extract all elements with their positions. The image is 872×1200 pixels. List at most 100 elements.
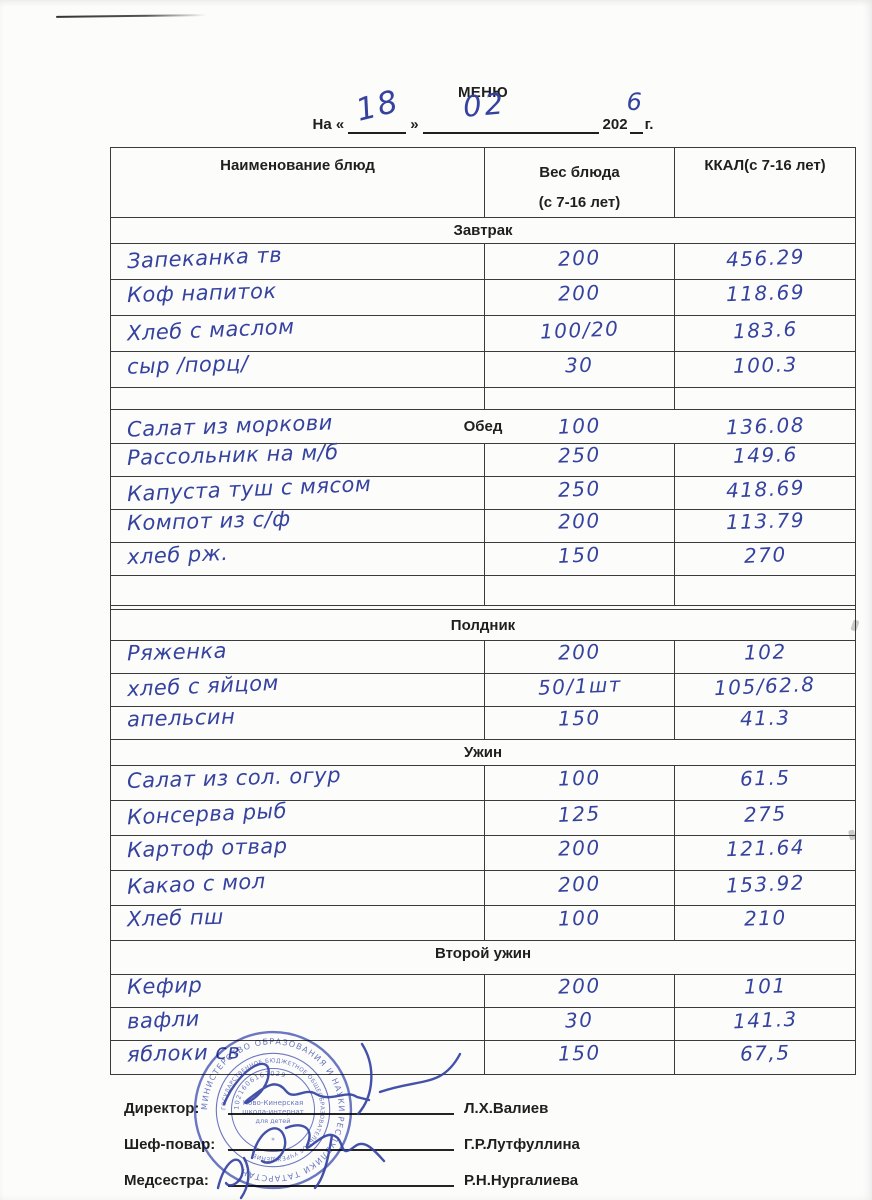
dish-kcal-handwritten: 456.29 [725,243,805,272]
dish-row: Компот из с/ф 200 113.79 [111,507,855,543]
dish-kcal-handwritten: 61.5 [739,765,791,791]
dish-name-cell: Хлеб с маслом [111,314,485,351]
signature-block: Директор: Л.Х.Валиев Шеф-повар: Г.Р.Лутф… [124,1082,744,1190]
signatory-name: Г.Р.Лутфуллина [464,1136,580,1153]
dish-name-cell: Ряженка [111,638,485,673]
dish-kcal-cell: 118.69 [675,279,855,315]
section-row: Полдник [111,609,855,641]
dish-name-cell: Картоф отвар [111,834,485,870]
date-month-handwritten: 02 [461,86,507,124]
dish-name-handwritten: Капуста туш с мясом [126,471,372,507]
dish-kcal-cell: 275 [675,801,855,835]
dish-row: яблоки св 150 67,5 [111,1039,855,1074]
date-prefix: На « [312,116,345,133]
dish-kcal-handwritten: 418.69 [725,475,805,503]
dish-name-cell: хлеб с яйцом [111,671,485,706]
dish-row: Капуста туш с мясом 250 418.69 [111,472,855,510]
dish-kcal-handwritten: 270 [743,542,787,568]
empty-row [111,388,855,410]
dish-weight-handwritten: 200 [557,973,602,999]
dish-kcal-cell: 418.69 [675,475,855,509]
dish-row: Хлеб пш 100 210 [111,904,855,941]
dish-name-handwritten: Хлеб с маслом [126,314,295,345]
section-row: Второй ужин [111,941,855,975]
column-header-name: Наименование блюд [111,148,485,217]
dish-kcal-cell: 113.79 [675,508,855,542]
column-header-kcal: ККАЛ(с 7-16 лет) [704,157,826,174]
dish-weight-handwritten: 200 [557,639,602,665]
date-year-prefix: 202 [602,116,628,133]
official-stamp-icon: МИНИСТЕРСТВО ОБРАЗОВАНИЯ И НАУКИ РЕСПУБЛ… [193,1030,353,1190]
dish-weight-cell: 100 [485,765,675,800]
dish-kcal-cell: 149.6 [675,442,855,476]
column-header-weight-line2: (с 7-16 лет) [538,193,621,211]
section-label: Второй ужин [434,945,532,962]
dish-kcal-cell: 101 [675,973,855,1007]
dish-weight-handwritten: 50/1шт [537,672,622,700]
date-line: На « 18 » 02 202 6 г. [110,83,856,134]
dish-weight-handwritten: 200 [557,871,602,897]
dish-kcal-handwritten: 101 [743,973,787,999]
dish-weight-handwritten: 30 [564,1007,595,1033]
dish-name-cell: сыр /порц/ [111,351,485,387]
dish-name-cell: Коф напиток [111,278,485,315]
date-year-handwritten: 6 [626,88,642,116]
dish-name-cell: Какао с мол [111,869,485,905]
dish-row: хлеб рж. 150 270 [111,540,855,576]
dish-row: Запеканка тв 200 456.29 [111,242,855,280]
dish-kcal-cell [675,576,855,605]
dish-row: сыр /порц/30 100.3 [111,351,855,388]
dish-weight-cell: 100 [485,410,675,443]
role-label: Шеф-повар: [124,1136,216,1153]
dish-weight-handwritten: 30 [564,352,595,377]
dish-weight-cell: 30 [485,1007,675,1040]
dish-weight-handwritten: 200 [557,508,602,534]
section-label: Ужин [463,744,503,761]
dish-weight-cell: 150 [485,705,675,739]
dish-row: хлеб с яйцом 50/1шт 105/62.8 [111,671,855,707]
dish-weight-cell: 200 [485,244,675,279]
dish-name-cell: Капуста туш с мясом [111,472,485,509]
dish-weight-cell: 100/20 [485,316,675,351]
dish-name-handwritten: хлеб рж. [126,540,229,570]
dish-name-handwritten: Хлеб пш [126,904,225,932]
dish-kcal-handwritten: 141.3 [732,1006,798,1034]
dish-name-handwritten: Консерва рыб [126,798,288,830]
dish-kcal-cell: 100.3 [675,352,855,387]
section-label: Обед [463,418,503,435]
dish-kcal-cell: 183.6 [675,316,855,351]
dish-weight-handwritten: 150 [557,1039,602,1066]
dish-kcal-cell: 456.29 [675,244,855,279]
dish-weight-handwritten: 125 [557,801,602,827]
dish-weight-handwritten: 200 [557,279,602,306]
dish-weight-cell: 250 [485,476,675,509]
empty-row [111,576,855,606]
section-row: Завтрак [111,218,855,244]
page-title: МЕНЮ [457,84,508,101]
dish-name-handwritten: Ряженка [126,638,228,666]
dish-weight-handwritten: 250 [557,442,602,468]
column-header-weight-line1: Вес блюда [539,163,620,181]
dish-weight-handwritten: 100 [557,765,602,791]
dish-name-handwritten: Салат из моркови [126,409,334,442]
dish-weight-handwritten: 150 [557,542,602,568]
dish-kcal-cell: 105/62.8 [675,672,855,706]
dish-name-handwritten: Рассольник на м/б [126,440,339,470]
stamp-center-line: школа-интернат [242,1107,304,1116]
dish-kcal-handwritten: 41.3 [739,705,791,731]
dish-kcal-handwritten: 121.64 [725,834,805,862]
dish-name-cell [111,576,485,605]
dish-row: Хлеб с маслом 100/20 183.6 [111,314,855,352]
date-year-blank: 6 [627,88,643,134]
dish-kcal-handwritten: 275 [743,801,787,827]
dish-row: апельсин 150 41.3 [111,704,855,740]
stamp-asterisk: * [271,1135,275,1144]
dish-kcal-cell: 210 [675,905,855,940]
dish-weight-cell: 50/1шт [485,672,675,706]
dish-kcal-cell: 121.64 [675,834,855,870]
dish-weight-cell: 200 [485,973,675,1007]
dish-kcal-handwritten: 153.92 [725,870,805,898]
dish-name-handwritten: вафли [126,1006,201,1034]
section-row: Ужин [111,740,855,766]
dish-kcal-cell [675,388,855,409]
